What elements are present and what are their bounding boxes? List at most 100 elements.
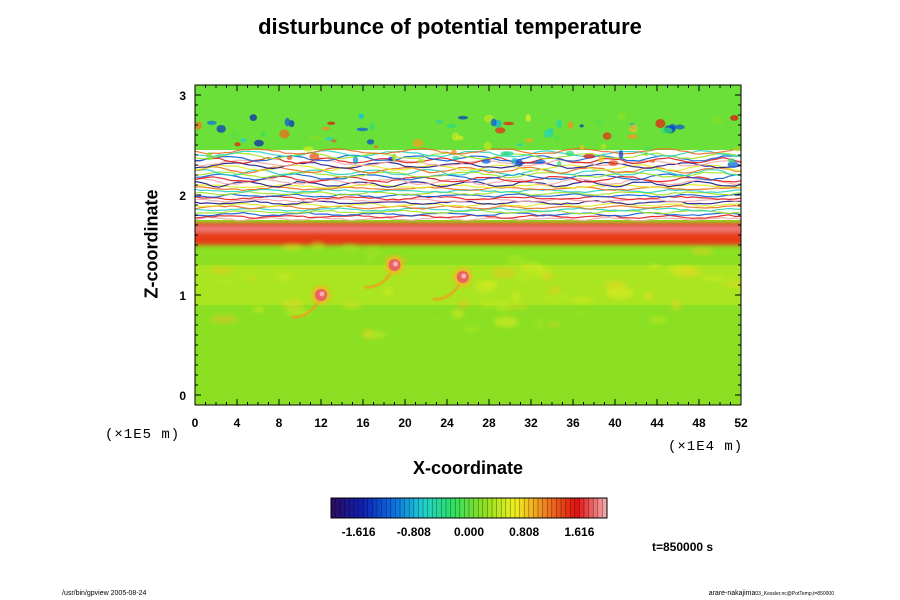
x-axis-tick-labels: 0 4 8 12 16 20 24 28 32 36 40 44 48 52 (192, 416, 748, 430)
field-contour-line (195, 171, 741, 179)
y-tick-label: 2 (179, 189, 186, 203)
field-wave-blob (303, 146, 314, 152)
field-wave-blob (331, 139, 337, 143)
colorbar-cell (505, 498, 511, 518)
x-tick-label: 28 (482, 416, 496, 430)
colorbar-cell (556, 498, 562, 518)
footer-source: arare-nakajima03_Kessler.nc@PotTemp,t=85… (709, 590, 834, 597)
colorbar-cell (418, 498, 424, 518)
colorbar-cell (367, 498, 373, 518)
colorbar-cell (349, 498, 355, 518)
colorbar-cell (492, 498, 497, 518)
field-wave-blob (359, 114, 364, 118)
field-contour-line (195, 190, 741, 196)
field-wave-blob (373, 145, 379, 149)
thermal-peak (319, 291, 325, 297)
field-noise (569, 297, 594, 303)
colorbar-tick-label: 0.808 (509, 525, 539, 539)
field-wave-blob (327, 121, 336, 125)
footer-command: /usr/bin/gpview 2005-08-24 (62, 590, 147, 597)
colorbar-cell (524, 498, 530, 518)
field-noise (452, 309, 464, 319)
field-noise (506, 304, 529, 309)
field-wave-blob (593, 119, 604, 126)
field-wave-blob (458, 115, 468, 120)
field-wave-blob (525, 138, 534, 143)
field-wave-blob (195, 121, 202, 130)
field-wave-blob (452, 155, 460, 160)
y-tick-label: 3 (179, 89, 186, 103)
field-wave-blob (206, 120, 217, 125)
field-wave-blob (321, 126, 331, 131)
field-noise (364, 246, 382, 257)
field-wave-blob (643, 151, 649, 156)
colorbar-cell (469, 498, 474, 518)
x-tick-label: 0 (192, 416, 199, 430)
x-axis-ticks (194, 85, 742, 405)
colorbar-cell (427, 498, 433, 518)
field-noise (690, 247, 714, 255)
field-noise (484, 281, 499, 287)
field-noise (692, 283, 704, 288)
field-wave-blob (216, 124, 226, 133)
field-wave-blob (626, 134, 639, 139)
colorbar-cell (519, 498, 525, 518)
colorbar: -1.616 -0.808 0.000 0.808 1.616 (330, 497, 608, 539)
colorbar-cell (450, 498, 456, 518)
field-wave-blob (579, 145, 585, 150)
x-tick-label: 32 (524, 416, 538, 430)
field-noise (542, 290, 569, 303)
colorbar-cell (478, 498, 484, 518)
field-wave-blob (565, 150, 575, 157)
colorbar-cell (570, 498, 576, 518)
colorbar-cell (432, 498, 438, 518)
field-noise (534, 318, 545, 330)
x-axis-label: X-coordinate (412, 458, 523, 478)
field-wave-blob (325, 137, 334, 141)
time-label: t=850000 s (652, 540, 714, 554)
field-wave-blob (370, 122, 375, 131)
field-contour-line (195, 156, 741, 165)
field-wave-blob (260, 131, 266, 137)
field-wave-blob (728, 158, 736, 164)
colorbar-tick-label: 1.616 (564, 525, 594, 539)
field-noise (506, 255, 526, 267)
field-noise (283, 299, 304, 311)
colorbar-cell (358, 498, 364, 518)
field-wave-blob (517, 143, 523, 147)
field-noise (210, 279, 237, 285)
field-wave-blob (618, 150, 624, 159)
colorbar-cell (390, 498, 396, 518)
field-wave-blob (629, 124, 638, 133)
field-noise (542, 271, 554, 281)
x-tick-label: 36 (566, 416, 580, 430)
field-wave-blob (525, 114, 531, 122)
field-wave-blob (556, 119, 562, 128)
colorbar-cell (381, 498, 387, 518)
colorbar-cell (473, 498, 479, 518)
field-wave-blob (446, 123, 457, 128)
colorbar-cell (459, 498, 465, 518)
colorbar-cell (482, 498, 488, 518)
field-warm-layer-core (195, 225, 741, 233)
field-wave-blob (608, 160, 619, 167)
field-wave-blob (451, 149, 457, 156)
colorbar-cell (441, 498, 447, 518)
field-contour-line (195, 183, 741, 189)
colorbar-cell (400, 498, 405, 518)
colorbar-cell (423, 498, 428, 518)
field-wave-blob (288, 120, 295, 128)
field-wave-blob (483, 141, 492, 151)
field-wave-blob (249, 114, 257, 121)
field-wave-blob (279, 129, 290, 139)
field-wave-blob (617, 112, 627, 121)
field-wave-blob (500, 151, 510, 156)
field-wave-blob (254, 139, 264, 147)
field-contour-line (195, 197, 741, 203)
colorbar-cell (501, 498, 507, 518)
colorbar-cell (386, 498, 392, 518)
field-noise (274, 272, 294, 282)
field-noise (671, 299, 682, 311)
field-contour-line (195, 193, 741, 199)
field-noise (209, 315, 238, 324)
